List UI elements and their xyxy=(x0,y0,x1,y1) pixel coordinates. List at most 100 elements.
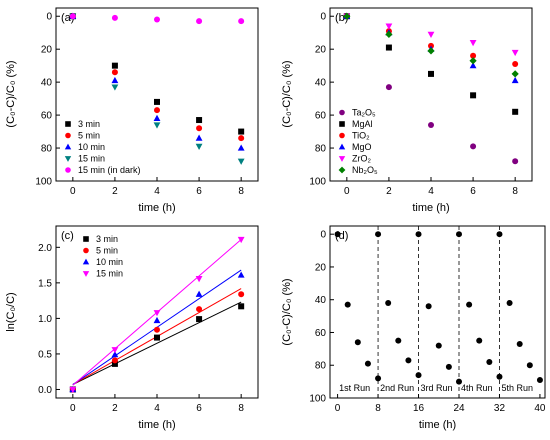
y-tick-label: 80 xyxy=(315,144,327,155)
legend-marker xyxy=(83,247,89,254)
data-point xyxy=(456,378,462,385)
legend-marker xyxy=(65,167,71,173)
legend-marker xyxy=(64,143,72,150)
x-tick-label: 8 xyxy=(375,403,381,414)
run-label: 3rd Run xyxy=(421,383,453,393)
data-point xyxy=(506,299,513,306)
data-point xyxy=(385,30,393,38)
data-point xyxy=(237,158,245,165)
data-point xyxy=(511,76,519,84)
y-tick-label: 60 xyxy=(315,111,327,122)
data-point xyxy=(385,23,393,30)
data-point xyxy=(469,57,477,65)
data-point xyxy=(334,231,341,238)
panel-d: 0 8 16 24 32 40 0 20 40 60 80 100 time (h) (C₀-C)/C₀ … xyxy=(281,225,546,431)
data-point xyxy=(195,143,203,150)
data-point xyxy=(195,275,203,283)
data-point xyxy=(512,158,519,165)
data-point xyxy=(154,98,160,105)
series xyxy=(343,12,519,78)
x-tick-label: 0 xyxy=(70,403,76,414)
data-point xyxy=(466,301,473,308)
data-point xyxy=(237,236,245,244)
legend-marker xyxy=(83,236,89,242)
x-tick-label: 4 xyxy=(428,186,434,197)
legend-marker xyxy=(339,121,345,127)
x-tick-label: 2 xyxy=(112,403,118,414)
data-point xyxy=(405,357,412,364)
data-point xyxy=(111,351,119,358)
x-tick-label: 32 xyxy=(494,403,506,414)
x-tick-label: 8 xyxy=(238,186,244,197)
y-tick-label: 1.0 xyxy=(38,314,52,325)
y-tick-label: 1.5 xyxy=(38,278,52,289)
run-label: 4th Run xyxy=(461,383,493,393)
y-axis-label: (C₀-C)/C₀ (%) xyxy=(281,278,293,345)
data-point xyxy=(435,342,442,349)
run-label: 1st Run xyxy=(339,383,370,393)
data-point xyxy=(428,121,434,128)
legend-marker xyxy=(338,156,346,162)
data-point xyxy=(111,360,118,367)
x-axis-label: time (h) xyxy=(419,419,456,431)
data-point xyxy=(195,290,203,297)
x-tick-label: 8 xyxy=(512,186,518,197)
x-tick-label: 0 xyxy=(335,403,341,414)
x-tick-label: 6 xyxy=(470,186,476,197)
x-tick-label: 6 xyxy=(196,186,202,197)
x-tick-label: 2 xyxy=(112,186,118,197)
y-tick-label: 20 xyxy=(315,262,327,273)
legend-label: TiO₂ xyxy=(352,131,370,141)
y-tick-label: 40 xyxy=(315,295,327,306)
data-point xyxy=(237,144,245,151)
data-point xyxy=(111,69,118,76)
data-point xyxy=(516,340,523,347)
legend-marker xyxy=(82,258,90,265)
data-point xyxy=(512,61,519,68)
x-tick-label: 4 xyxy=(154,186,160,197)
data-point xyxy=(385,299,392,306)
data-point xyxy=(153,310,161,317)
legend-label: 15 min xyxy=(78,154,105,164)
y-tick-label: 40 xyxy=(315,78,327,89)
panel-c: 0 2 4 6 8 0.0 0.5 1.0 1.5 2.0 time (h) ln(C₀/C) (c) 3… xyxy=(5,225,259,431)
legend-marker xyxy=(65,132,71,139)
data-point xyxy=(111,84,119,91)
data-point xyxy=(415,372,422,379)
data-point xyxy=(111,76,119,84)
data-point xyxy=(427,47,435,55)
x-tick-label: 16 xyxy=(413,403,425,414)
data-point xyxy=(196,306,203,313)
data-point xyxy=(425,303,432,310)
legend-marker xyxy=(339,109,345,116)
run-label: 5th Run xyxy=(501,383,533,393)
data-point xyxy=(476,337,483,344)
legend-label: 3 min xyxy=(96,234,118,244)
series xyxy=(69,303,245,393)
legend-label: MgO xyxy=(352,142,372,152)
data-point xyxy=(111,347,119,354)
x-tick-label: 0 xyxy=(344,186,350,197)
legend-label: 15 min (in dark) xyxy=(78,165,141,175)
y-tick-label: 60 xyxy=(41,111,53,122)
y-tick-label: 20 xyxy=(315,45,327,56)
y-tick-label: 60 xyxy=(315,328,327,339)
x-tick-label: 6 xyxy=(196,403,202,414)
data-point xyxy=(364,360,371,367)
legend-label: 10 min xyxy=(78,142,105,152)
legend-label: 3 min xyxy=(78,119,100,129)
data-point xyxy=(238,291,245,298)
data-point xyxy=(196,18,203,25)
data-point xyxy=(238,303,245,310)
y-tick-label: 100 xyxy=(309,394,326,405)
data-point xyxy=(427,31,435,38)
series xyxy=(69,291,245,393)
x-tick-label: 0 xyxy=(70,186,76,197)
data-point xyxy=(69,13,76,20)
data-point xyxy=(111,14,118,21)
data-point xyxy=(111,62,118,69)
x-tick-label: 8 xyxy=(238,403,244,414)
